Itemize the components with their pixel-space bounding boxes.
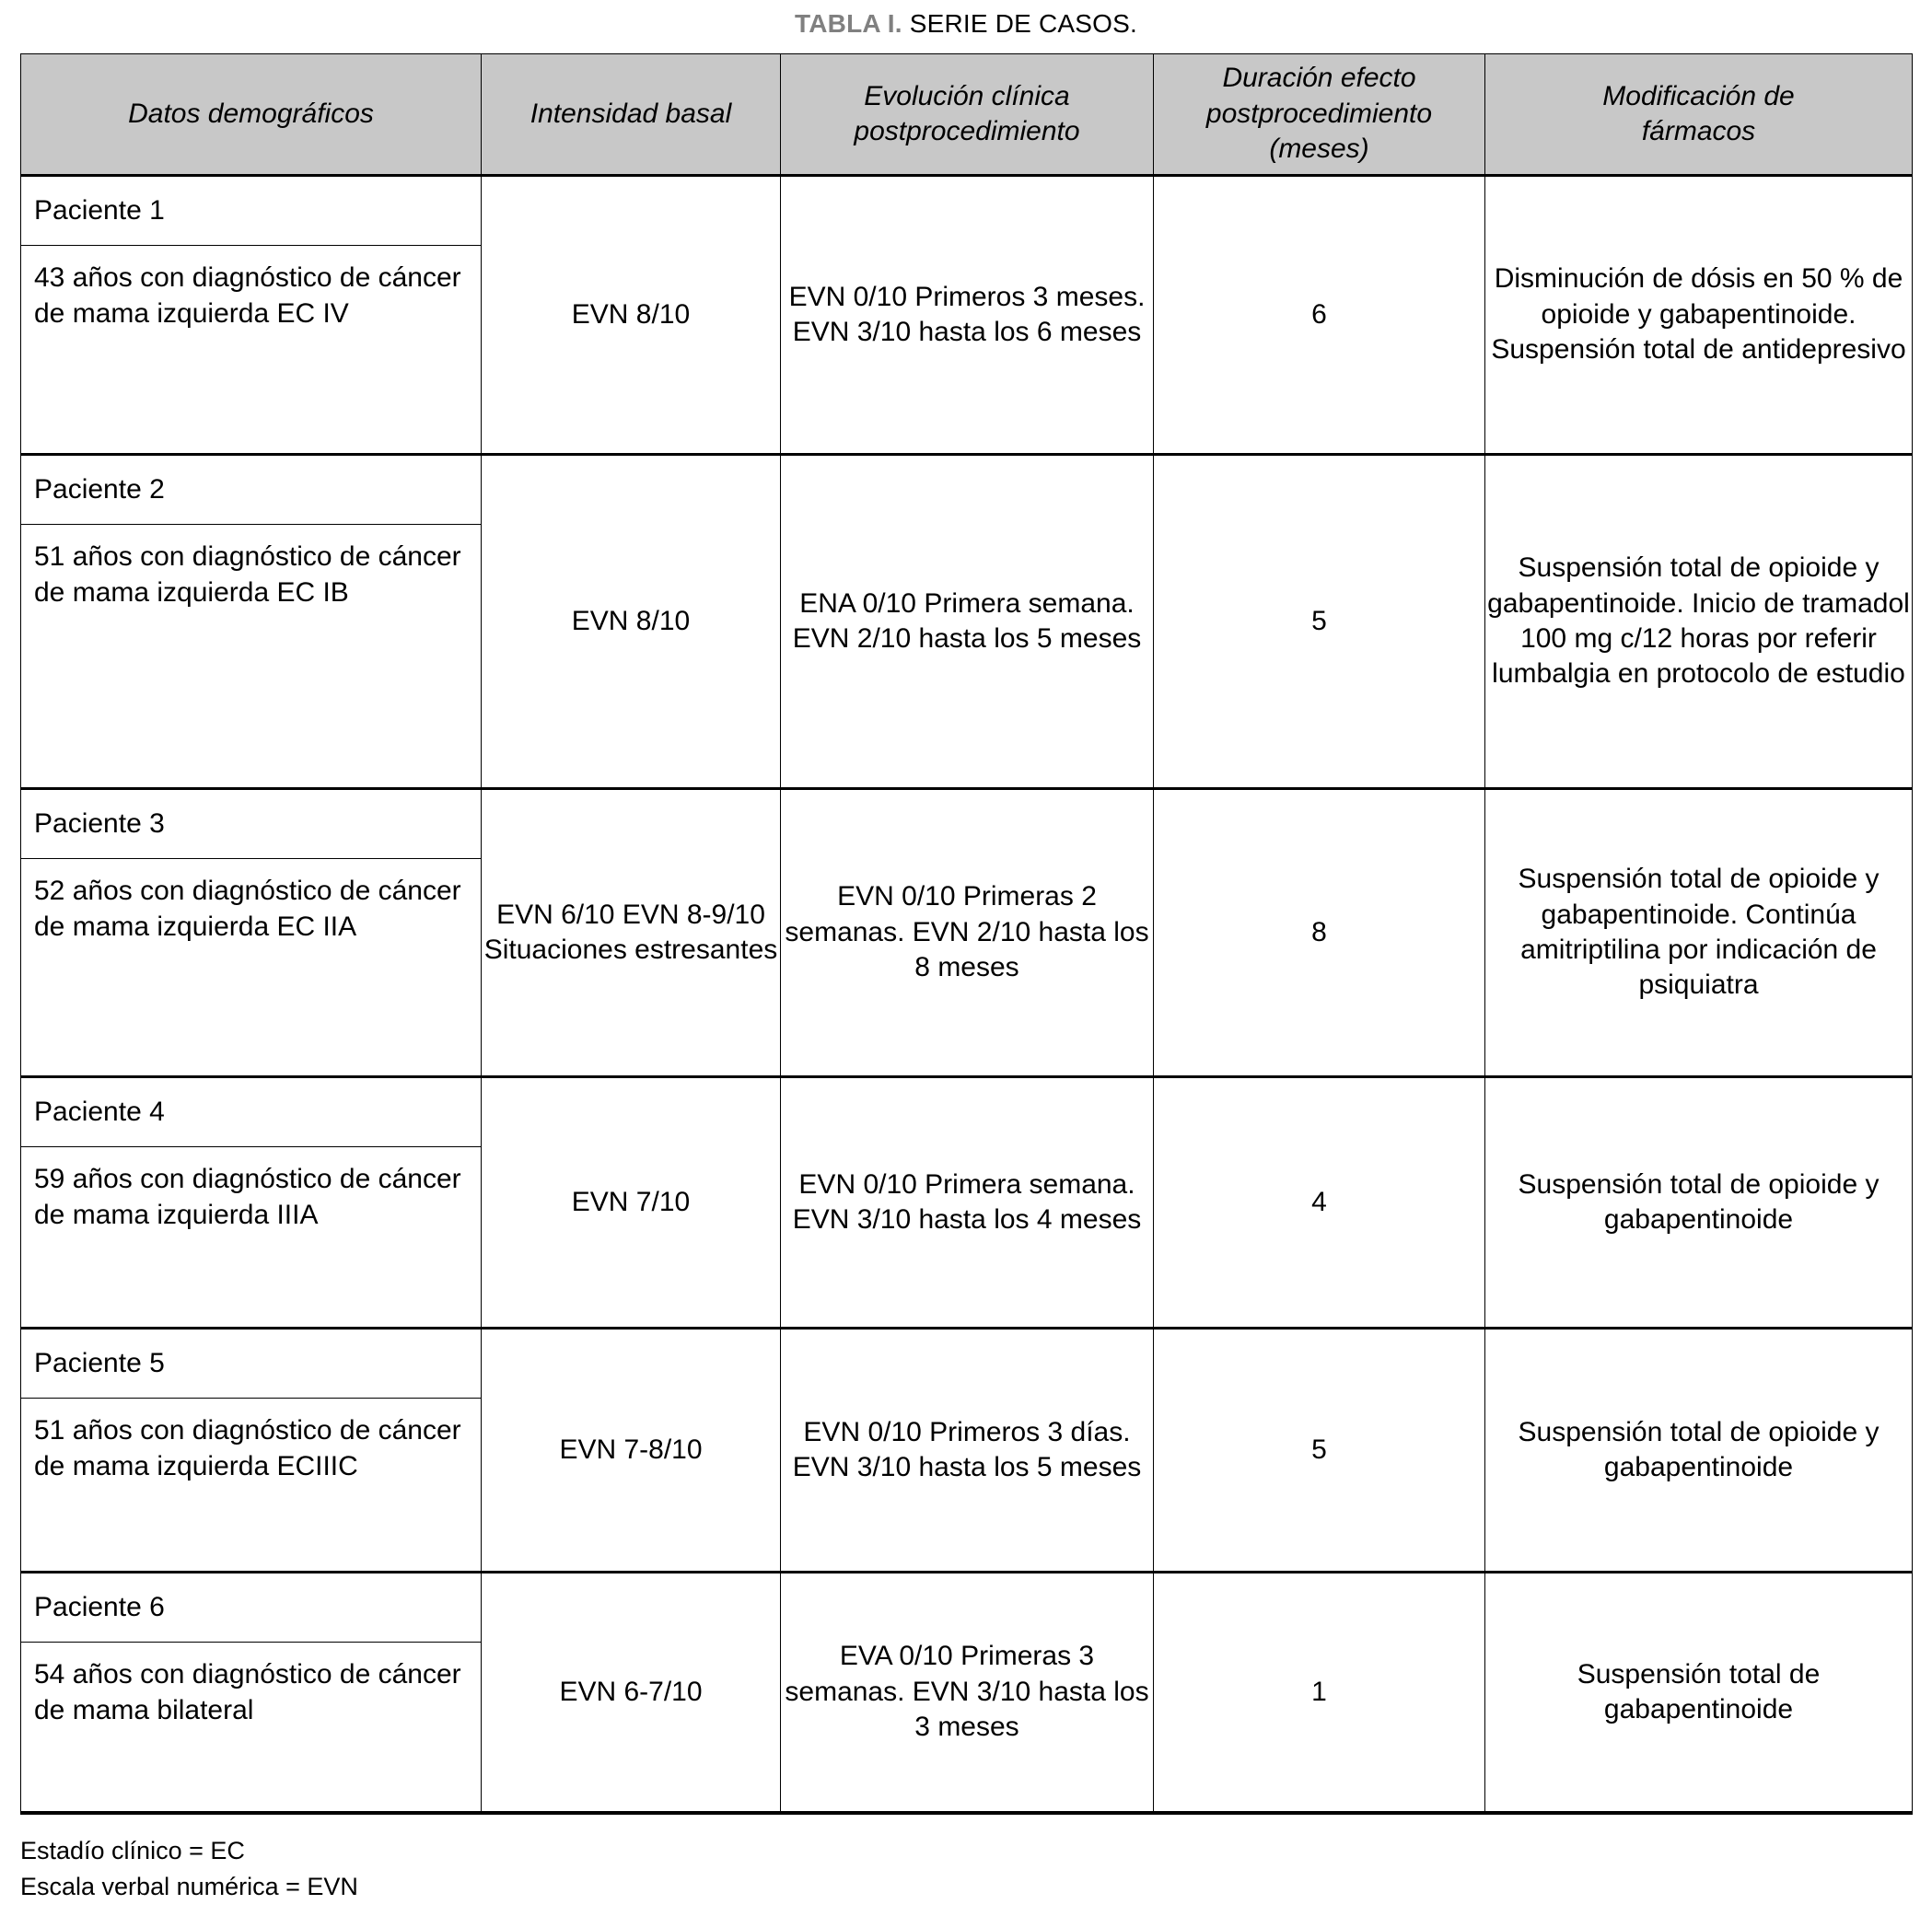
column-header-line-1: Evolución clínica — [864, 80, 1070, 111]
cell-datos-demograficos: Paciente 3 52 años con diagnóstico de cá… — [20, 787, 482, 1078]
cell-datos-demograficos: Paciente 1 43 años con diagnóstico de cá… — [20, 174, 482, 456]
patient-demographics: 43 años con diagnóstico de cáncer de mam… — [34, 262, 461, 329]
column-header-line-2: fármacos — [1641, 116, 1756, 146]
column-header-evolucion-clinica: Evolución clínica postprocedimiento — [780, 53, 1154, 176]
column-header-modificacion-farmacos: Modificación de fármacos — [1484, 53, 1913, 176]
cell-intensidad-basal: EVN 8/10 — [481, 174, 781, 456]
cell-evolucion-clinica: EVN 0/10 Primeros 3 meses. EVN 3/10 hast… — [780, 174, 1154, 456]
cell-modificacion-farmacos: Suspensión total de opioide y gabapentin… — [1484, 1075, 1913, 1330]
cell-intensidad-basal: EVN 6/10 EVN 8-9/10 Situaciones estresan… — [481, 787, 781, 1078]
column-header-label: Intensidad basal — [530, 98, 732, 129]
table-row: Paciente 3 52 años con diagnóstico de cá… — [20, 787, 1913, 1078]
patient-label: Paciente 2 — [21, 456, 481, 526]
patient-label: Paciente 1 — [21, 177, 481, 247]
cell-evolucion-clinica: ENA 0/10 Primera semana. EVN 2/10 hasta … — [780, 453, 1154, 790]
cell-datos-demograficos: Paciente 2 51 años con diagnóstico de cá… — [20, 453, 482, 790]
patient-label: Paciente 3 — [21, 790, 481, 860]
column-header-datos-demograficos: Datos demográficos — [20, 53, 482, 176]
column-header-intensidad-basal: Intensidad basal — [481, 53, 781, 176]
cell-datos-demograficos: Paciente 4 59 años con diagnóstico de cá… — [20, 1075, 482, 1330]
table-row: Paciente 5 51 años con diagnóstico de cá… — [20, 1327, 1913, 1573]
table-row: Paciente 4 59 años con diagnóstico de cá… — [20, 1075, 1913, 1330]
cell-modificacion-farmacos: Suspensión total de gabapentinoide — [1484, 1571, 1913, 1815]
cell-modificacion-farmacos: Suspensión total de opioide y gabapentin… — [1484, 1327, 1913, 1573]
cell-evolucion-clinica: EVN 0/10 Primeros 3 días. EVN 3/10 hasta… — [780, 1327, 1154, 1573]
cell-modificacion-farmacos: Disminución de dósis en 50 % de opioide … — [1484, 174, 1913, 456]
patient-demographics: 59 años con diagnóstico de cáncer de mam… — [34, 1164, 461, 1230]
column-header-line-2: postprocedimiento — [854, 116, 1080, 146]
cell-evolucion-clinica: EVN 0/10 Primeras 2 semanas. EVN 2/10 ha… — [780, 787, 1154, 1078]
cell-datos-demograficos: Paciente 5 51 años con diagnóstico de cá… — [20, 1327, 482, 1573]
patient-label: Paciente 4 — [21, 1078, 481, 1148]
cell-duracion-efecto: 6 — [1153, 174, 1485, 456]
cell-intensidad-basal: EVN 8/10 — [481, 453, 781, 790]
footnote-escala-verbal: Escala verbal numérica = EVN — [20, 1873, 358, 1901]
table-header-row: Datos demográficos Intensidad basal Evol… — [20, 53, 1913, 176]
column-header-line-2: postprocedimiento — [1205, 98, 1433, 129]
patient-demographics: 51 años con diagnóstico de cáncer de mam… — [34, 1415, 461, 1481]
patient-label: Paciente 6 — [21, 1573, 481, 1643]
cell-duracion-efecto: 5 — [1153, 1327, 1485, 1573]
cell-modificacion-farmacos: Suspensión total de opioide y gabapentin… — [1484, 453, 1913, 790]
table-caption-number: TABLA I. — [795, 9, 902, 38]
footnote-estadio-clinico: Estadío clínico = EC — [20, 1837, 245, 1864]
patient-demographics: 52 años con diagnóstico de cáncer de mam… — [34, 876, 461, 942]
cell-intensidad-basal: EVN 7-8/10 — [481, 1327, 781, 1573]
table-caption: TABLA I. SERIE DE CASOS. — [20, 0, 1912, 53]
cell-intensidad-basal: EVN 7/10 — [481, 1075, 781, 1330]
column-header-duracion-efecto: Duración efecto postprocedimiento (meses… — [1153, 53, 1485, 176]
patient-demographics: 51 años con diagnóstico de cáncer de mam… — [34, 541, 461, 608]
cell-duracion-efecto: 8 — [1153, 787, 1485, 1078]
table-footnotes: Estadío clínico = EC Escala verbal numér… — [20, 1815, 1912, 1905]
cell-modificacion-farmacos: Suspensión total de opioide y gabapentin… — [1484, 787, 1913, 1078]
case-series-table: Datos demográficos Intensidad basal Evol… — [20, 53, 1913, 1815]
column-header-line-3: (meses) — [1269, 134, 1369, 165]
cell-intensidad-basal: EVN 6-7/10 — [481, 1571, 781, 1815]
cell-evolucion-clinica: EVN 0/10 Primera semana. EVN 3/10 hasta … — [780, 1075, 1154, 1330]
table-row: Paciente 2 51 años con diagnóstico de cá… — [20, 453, 1913, 790]
column-header-line-1: Duración efecto — [1222, 63, 1416, 94]
cell-duracion-efecto: 1 — [1153, 1571, 1485, 1815]
table-row: Paciente 6 54 años con diagnóstico de cá… — [20, 1571, 1913, 1815]
patient-demographics: 54 años con diagnóstico de cáncer de mam… — [34, 1659, 461, 1725]
table-body: Paciente 1 43 años con diagnóstico de cá… — [20, 174, 1913, 1815]
cell-datos-demograficos: Paciente 6 54 años con diagnóstico de cá… — [20, 1571, 482, 1815]
column-header-line-1: Modificación de — [1602, 80, 1795, 111]
table-row: Paciente 1 43 años con diagnóstico de cá… — [20, 174, 1913, 456]
cell-duracion-efecto: 5 — [1153, 453, 1485, 790]
patient-label: Paciente 5 — [21, 1330, 481, 1399]
cell-duracion-efecto: 4 — [1153, 1075, 1485, 1330]
cell-evolucion-clinica: EVA 0/10 Primeras 3 semanas. EVN 3/10 ha… — [780, 1571, 1154, 1815]
table-caption-title: SERIE DE CASOS. — [909, 9, 1137, 38]
column-header-label: Datos demográficos — [128, 98, 374, 129]
